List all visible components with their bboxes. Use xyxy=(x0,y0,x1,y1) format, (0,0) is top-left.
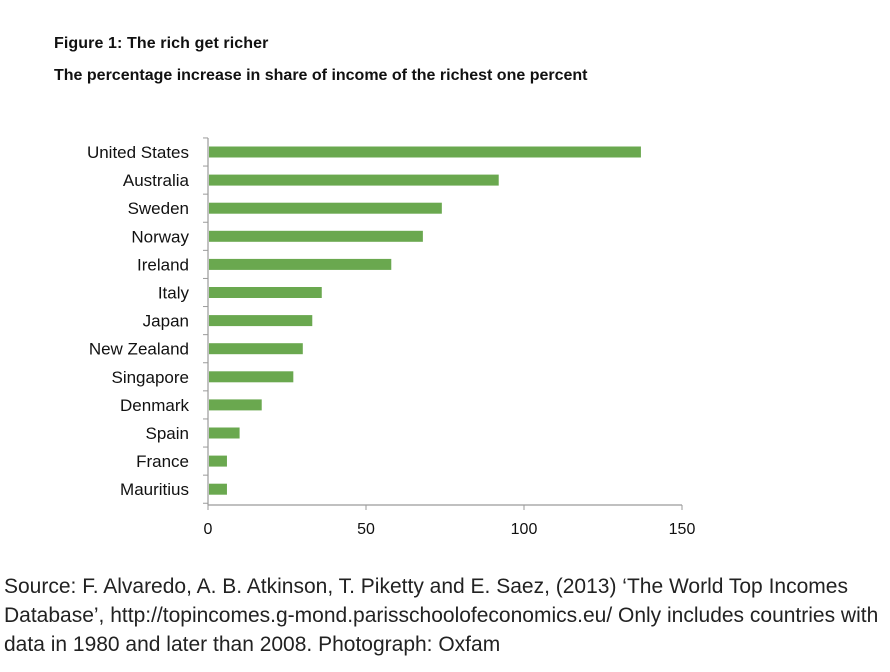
bar xyxy=(209,399,262,411)
bar-chart: 0 50 100 150 United States Australia Sweden Nor… xyxy=(87,137,696,538)
x-tick-label: 100 xyxy=(511,521,538,538)
category-label: New Zealand xyxy=(89,340,189,359)
bar xyxy=(209,174,499,186)
figure-subtitle: The percentage increase in share of inco… xyxy=(54,67,588,84)
category-label: Sweden xyxy=(128,199,189,218)
category-label: Italy xyxy=(158,284,190,303)
category-label: Ireland xyxy=(137,255,189,274)
category-label: Spain xyxy=(146,424,189,443)
bar xyxy=(209,202,442,214)
category-label: United States xyxy=(87,143,189,162)
bar xyxy=(209,258,392,270)
category-label: Mauritius xyxy=(120,480,189,499)
bar xyxy=(209,455,227,467)
x-tick-label: 150 xyxy=(669,521,696,538)
bar xyxy=(209,343,303,355)
figure-title: Figure 1: The rich get richer xyxy=(54,35,269,52)
category-label: Norway xyxy=(131,227,189,246)
x-tick-label: 50 xyxy=(357,521,375,538)
bar xyxy=(209,315,313,327)
bar xyxy=(209,427,240,439)
bar xyxy=(209,287,322,298)
category-label: Australia xyxy=(123,171,190,190)
category-label: France xyxy=(136,452,189,471)
bar xyxy=(209,483,227,495)
bar xyxy=(209,371,294,383)
x-tick-label: 0 xyxy=(204,521,213,538)
bar xyxy=(209,230,423,242)
category-label: Japan xyxy=(143,312,189,331)
bar xyxy=(209,146,641,158)
source-caption: Source: F. Alvaredo, A. B. Atkinson, T. … xyxy=(4,575,879,656)
category-label: Denmark xyxy=(120,396,189,415)
category-label: Singapore xyxy=(111,368,189,387)
